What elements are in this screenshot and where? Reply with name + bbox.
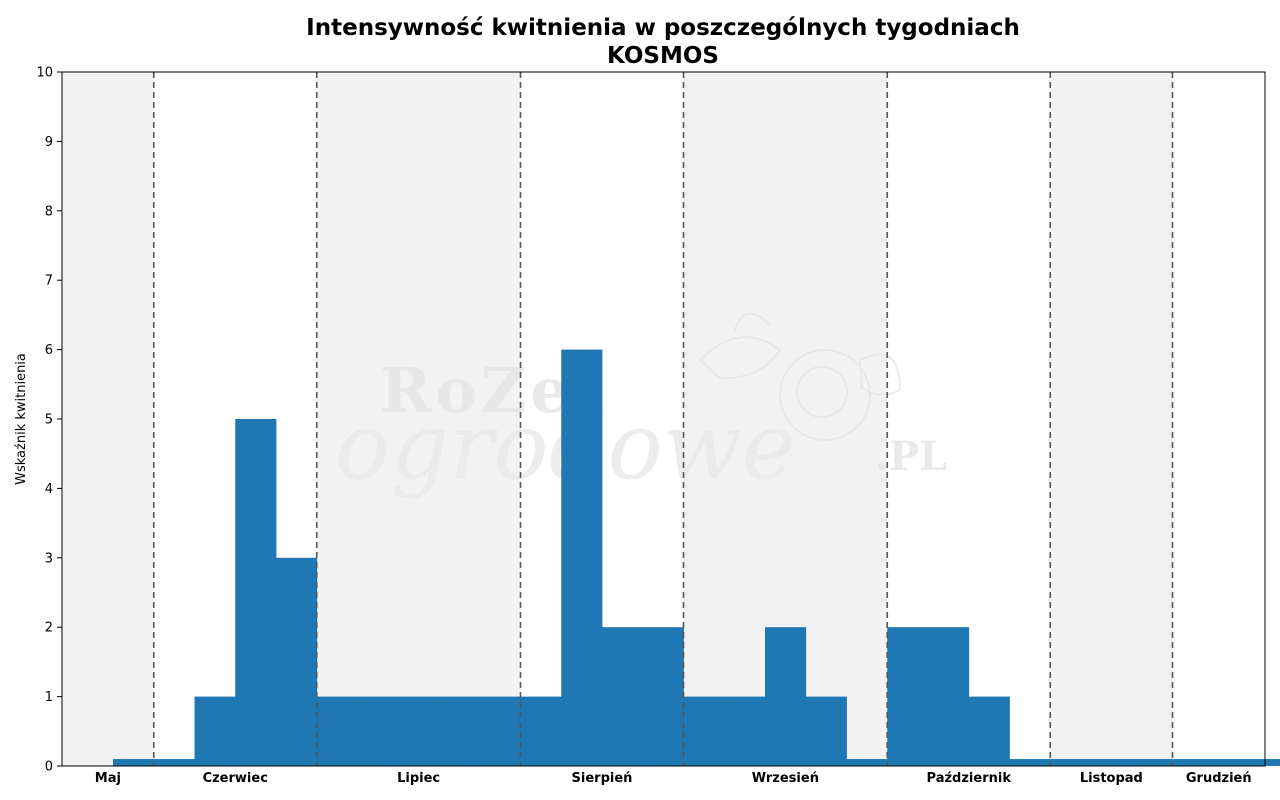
watermark-line3: .PL [875,433,947,480]
month-label-3: Sierpień [572,771,633,786]
month-shade-6 [1050,72,1173,766]
bar-week-1 [113,759,155,766]
y-tick-label-5: 5 [45,413,53,428]
bar-week-5 [276,557,318,766]
chart-subtitle: KOSMOS [607,43,719,69]
rose-leaf-right [858,353,902,396]
month-shade-2 [316,72,521,766]
y-tick-label-7: 7 [45,274,53,289]
bar-week-7 [357,696,399,766]
month-dividers-layer [152,72,1174,766]
bar-week-4 [235,419,277,766]
bar-week-20 [887,627,929,766]
y-axis: 0 1 2 3 4 5 6 7 8 9 10 [36,66,62,775]
bar-week-15 [683,696,725,766]
month-label-1: Czerwiec [203,771,268,786]
y-tick-label-10: 10 [36,66,53,81]
y-tick-label-2: 2 [45,621,53,636]
bar-week-3 [194,696,236,766]
bar-week-24 [1050,759,1092,766]
bar-week-29 [1254,759,1280,766]
month-shading-layer [62,72,1173,766]
bar-week-13 [602,627,644,766]
bar-week-9 [439,696,481,766]
bar-week-27 [1172,759,1214,766]
bar-week-11 [520,696,562,766]
bar-week-12 [561,349,603,766]
watermark-line1: RoZe [380,354,574,427]
bar-week-16 [724,696,766,766]
bar-week-23 [1009,759,1051,766]
month-label-2: Lipiec [397,771,440,786]
bar-week-22 [968,696,1010,766]
rose-leaf-left [698,336,782,380]
bar-week-17 [765,627,807,766]
bar-week-19 [846,759,888,766]
bar-week-25 [1091,759,1133,766]
month-label-4: Wrzesień [752,771,819,786]
chart-title: Intensywność kwitnienia w poszczególnych… [306,15,1020,41]
rose-outline-icon [698,312,902,441]
month-label-0: Maj [95,771,121,786]
bar-week-8 [398,696,440,766]
month-label-7: Grudzień [1186,771,1252,786]
y-tick-label-6: 6 [45,343,53,358]
y-tick-label-8: 8 [45,204,53,219]
bars-layer [113,349,1280,766]
month-label-6: Listopad [1080,771,1143,786]
month-shade-0 [62,72,154,766]
bar-week-18 [805,696,847,766]
bar-week-14 [642,627,684,766]
y-tick-label-3: 3 [45,551,53,566]
bar-week-2 [153,759,195,766]
y-tick-label-4: 4 [45,482,53,497]
bar-week-6 [316,696,358,766]
y-tick-label-0: 0 [45,760,53,775]
bar-week-26 [1131,759,1173,766]
rose-bud [734,312,771,331]
rose-petal-outer [779,349,871,441]
month-label-5: Październik [927,771,1012,786]
bar-week-28 [1213,759,1255,766]
y-tick-label-9: 9 [45,135,53,150]
y-axis-label: Wskaźnik kwitnienia [14,353,29,485]
bar-week-21 [928,627,970,766]
rose-petal-inner [796,366,848,418]
month-labels: Maj Czerwiec Lipiec Sierpień Wrzesień Paździe… [95,771,1252,786]
bar-week-10 [479,696,521,766]
y-tick-label-1: 1 [45,690,53,705]
